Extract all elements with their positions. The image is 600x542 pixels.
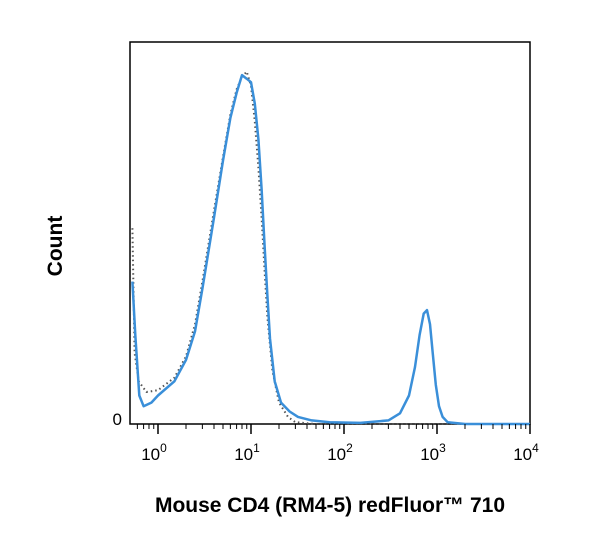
- plot-border: [129, 41, 531, 425]
- y-tick-label: 0: [113, 410, 122, 429]
- isotype-control-series-line: [131, 70, 530, 425]
- x-tick-label: 101: [234, 441, 260, 464]
- x-axis-label: Mouse CD4 (RM4-5) redFluor™ 710: [155, 494, 505, 517]
- stained-sample-series-line: [131, 73, 530, 426]
- plot-frame: [129, 41, 531, 425]
- x-tick-label: 102: [327, 441, 353, 464]
- y-axis-label: Count: [44, 216, 67, 277]
- series-group: [131, 70, 530, 426]
- y-axis-ticks: 0: [113, 410, 122, 429]
- x-tick-label: 103: [420, 441, 446, 464]
- x-tick-label: 100: [141, 441, 167, 464]
- x-axis-ticks: 100 101 102 103 104: [136, 424, 539, 464]
- x-tick-label: 104: [513, 441, 539, 464]
